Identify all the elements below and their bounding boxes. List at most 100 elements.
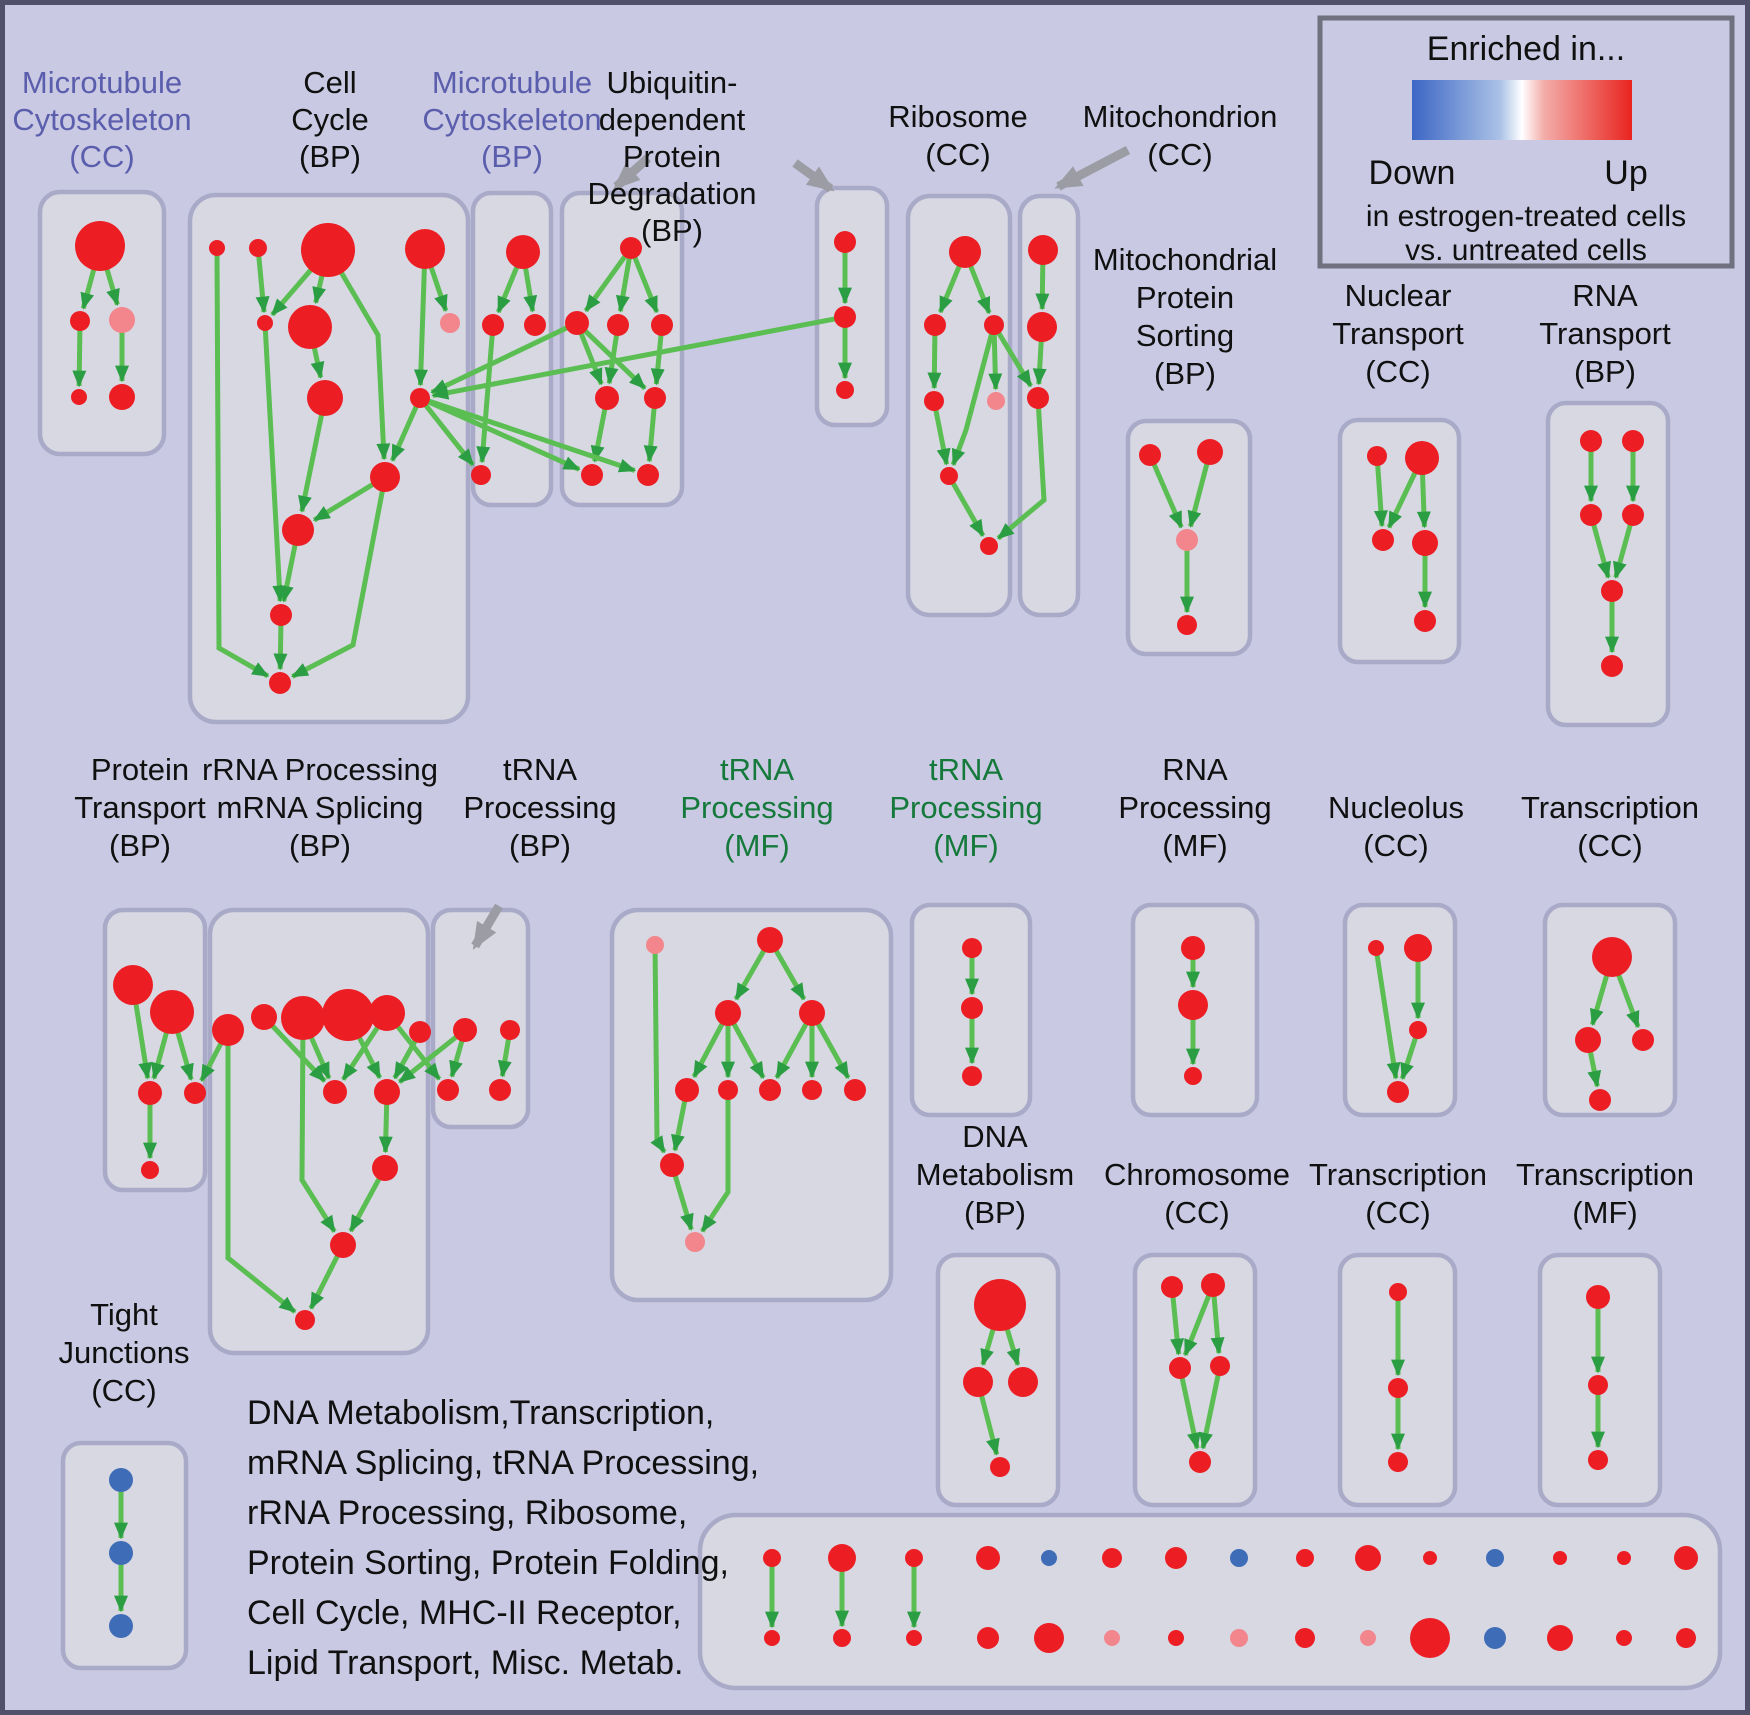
go-term-node (1028, 235, 1058, 265)
cluster-label-line: Microtubule (432, 65, 592, 100)
misc-terms-line: Cell Cycle, MHC-II Receptor, (247, 1594, 682, 1632)
go-term-node (962, 938, 982, 958)
hierarchy-edge (1170, 1295, 1185, 1356)
cluster-label-nuc_trans_label: Nuclear Transport (CC) (1332, 278, 1464, 389)
cluster-label-line: Cytoskeleton (12, 102, 191, 137)
cluster-label-line: tRNA (720, 752, 794, 787)
cluster-label-line: (BP) (299, 139, 361, 174)
cluster-label-line: (CC) (925, 137, 990, 172)
go-term-node (506, 235, 540, 269)
go-term-node (660, 1153, 684, 1177)
hierarchy-edge (495, 264, 520, 314)
hierarchy-edge (299, 1037, 337, 1233)
go-term-node (437, 1079, 459, 1101)
go-term-node (1008, 1367, 1038, 1397)
label-pointer-arrow (792, 159, 835, 193)
hierarchy-edge (133, 1002, 153, 1080)
cluster-label-trans_mf_label: Transcription (MF) (1516, 1157, 1694, 1230)
go-term-node (322, 989, 374, 1041)
cluster-label-line: Processing (463, 790, 616, 825)
hierarchy-edge (1399, 1035, 1419, 1081)
go-term-node (984, 315, 1004, 335)
go-term-node (1230, 1629, 1248, 1647)
cluster-label-line: (MF) (1572, 1195, 1637, 1230)
misc-terms-text: DNA Metabolism,Transcription, mRNA Splici… (247, 1394, 759, 1682)
go-term-node (307, 380, 343, 416)
cluster-label-line: Tight (90, 1297, 158, 1332)
go-term-node (1580, 430, 1602, 452)
go-term-node (409, 1021, 431, 1043)
go-term-node (282, 514, 314, 546)
go-term-node (980, 537, 998, 555)
cluster-label-trna_mf2_label: tRNA Processing (MF) (889, 752, 1042, 863)
hierarchy-edge (298, 413, 325, 513)
misc-terms-line: mRNA Splicing, tRNA Processing, (247, 1444, 759, 1482)
go-term-node (1372, 529, 1394, 551)
go-term-node (1102, 1548, 1122, 1568)
go-term-node (1210, 1356, 1230, 1376)
hierarchy-edge (671, 1099, 688, 1152)
go-term-node (763, 1549, 781, 1567)
misc-terms-line: DNA Metabolism,Transcription, (247, 1394, 714, 1432)
cluster-label-line: (BP) (1154, 356, 1216, 391)
go-term-node (1389, 1283, 1407, 1301)
go-term-node (1592, 937, 1632, 977)
go-term-node (1176, 529, 1198, 551)
cluster-label-line: Transcription (1521, 790, 1699, 825)
hierarchy-edge (1179, 1376, 1201, 1450)
go-term-node (1601, 655, 1623, 677)
go-term-node (646, 936, 664, 954)
hierarchy-edge (262, 328, 287, 603)
go-term-node (607, 314, 629, 336)
cluster-label-line: tRNA (503, 752, 577, 787)
go-term-node (1547, 1625, 1573, 1651)
hierarchy-edge (672, 1173, 694, 1231)
cross-cluster-edge (426, 399, 581, 472)
hierarchy-edge (151, 1030, 170, 1080)
go-term-node (482, 314, 504, 336)
cluster-label-rrna_label: rRNA Processing mRNA Splicing (BP) (202, 752, 438, 863)
go-term-node (1165, 1547, 1187, 1569)
go-term-node (249, 239, 267, 257)
hierarchy-edge (390, 404, 420, 462)
go-term-node (620, 237, 642, 259)
cluster-label-line: (CC) (1365, 1195, 1430, 1230)
go-term-node (150, 990, 194, 1034)
label-pointer-arrow (1054, 146, 1131, 191)
cluster-label-line: Cycle (291, 102, 369, 137)
cluster-box-dna_met (935, 1252, 1061, 1508)
go-term-node (1139, 444, 1161, 466)
hierarchy-edge (80, 267, 97, 310)
go-term-node (906, 1630, 922, 1646)
cluster-label-mito_sort_label: Mitochondrial Protein Sorting (BP) (1093, 242, 1277, 391)
go-term-node (374, 1079, 400, 1105)
legend: Enriched in... Down Up in estrogen-treated … (1317, 15, 1735, 269)
go-term-node (799, 1000, 825, 1026)
go-term-node (295, 1310, 315, 1330)
cluster-label-line: rRNA Processing (202, 752, 438, 787)
go-term-node (977, 1627, 999, 1649)
go-term-node (1355, 1545, 1381, 1571)
hierarchy-edge (1386, 470, 1418, 529)
cluster-label-line: Protein (91, 752, 189, 787)
go-term-node (1553, 1551, 1567, 1565)
hierarchy-edge (269, 1023, 327, 1083)
hierarchy-edge (590, 407, 608, 463)
go-term-node (524, 314, 546, 336)
go-term-node (1622, 504, 1644, 526)
cluster-label-cell_cycle_label: Cell Cycle (BP) (291, 65, 369, 174)
go-term-node (1230, 1549, 1248, 1567)
go-term-node (1368, 940, 1384, 956)
hierarchy-edge (731, 1021, 766, 1079)
hierarchy-edge (449, 1038, 465, 1078)
cluster-box-chromosome (1132, 1252, 1258, 1508)
go-term-node (70, 311, 90, 331)
hierarchy-edge (815, 1021, 851, 1080)
cluster-label-line: Junctions (59, 1335, 190, 1370)
hierarchy-edge (733, 948, 767, 1001)
go-term-node (1388, 1452, 1408, 1472)
go-term-node (1601, 580, 1623, 602)
hierarchy-edge (1615, 973, 1641, 1029)
